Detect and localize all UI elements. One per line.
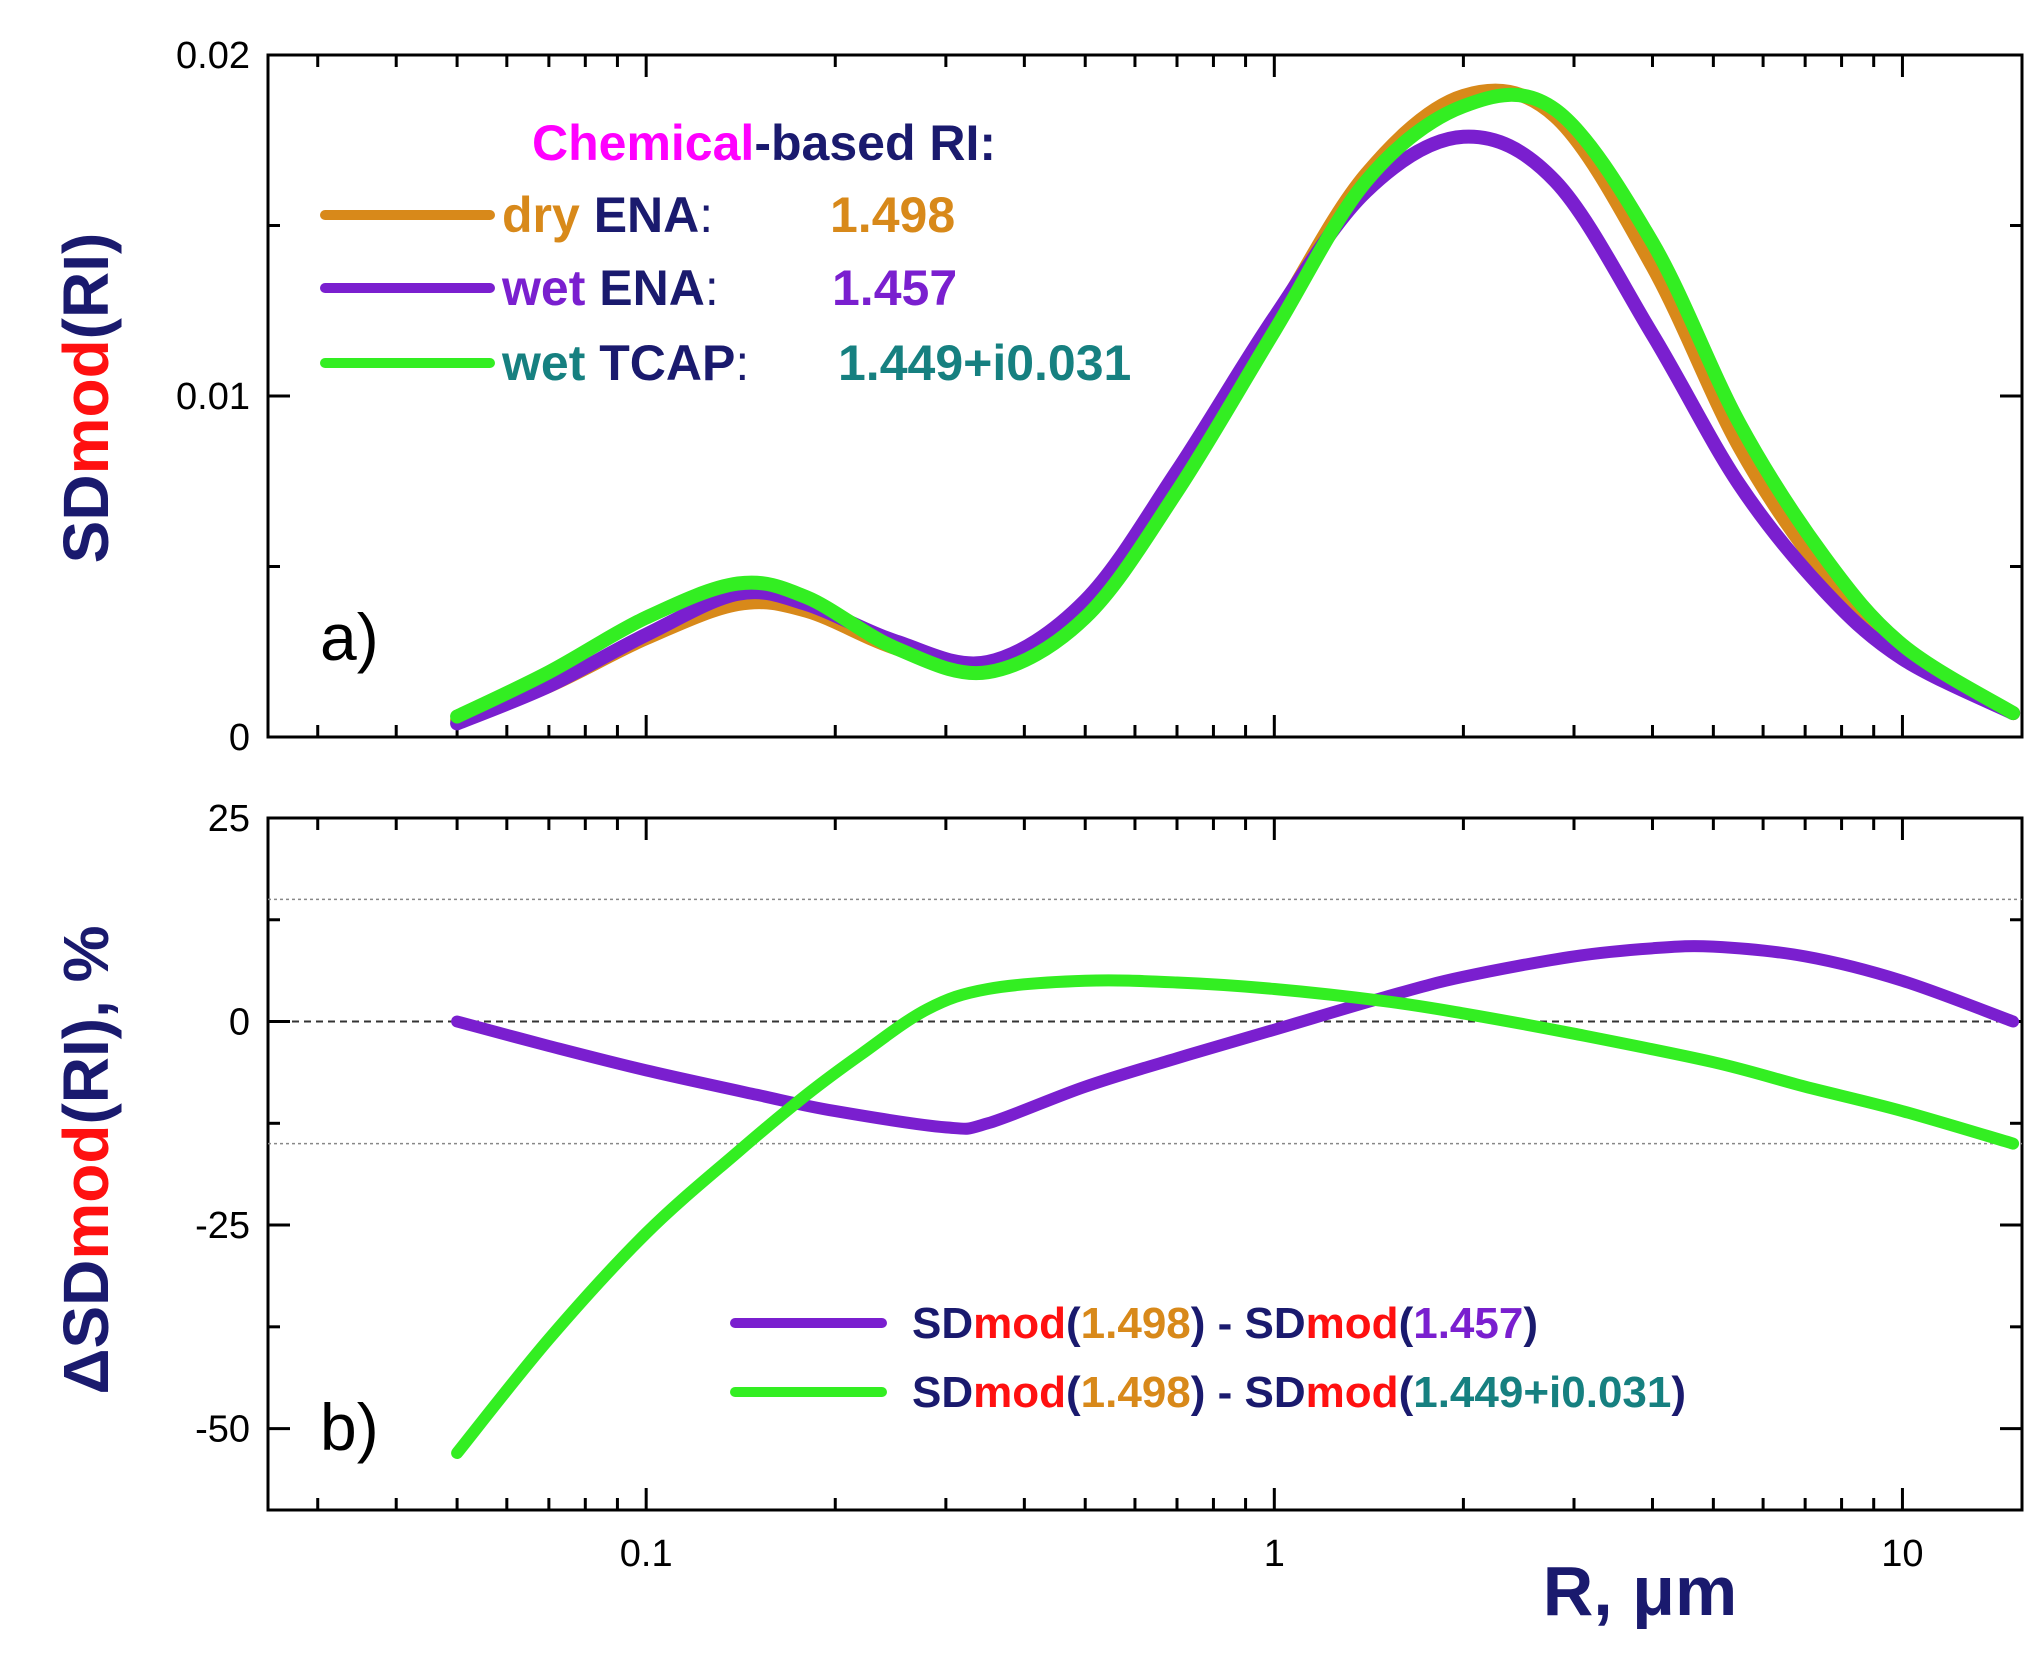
legend-a-0-source: ENA (580, 187, 699, 243)
lb0-open2: ( (1399, 1299, 1414, 1348)
panel-b-frame (266, 816, 2024, 1512)
lb1-sd1: SD (912, 1368, 973, 1417)
series-wet-ena (450, 129, 2021, 731)
legend-a-1-source: ENA (585, 260, 704, 316)
legend-a-1-colon: : (705, 260, 719, 316)
legend-a-value-dry-ena: 1.498 (830, 187, 955, 243)
legend-a-title-chemical: Chemical (532, 115, 754, 171)
legend-a-title: Chemical-based RI: (532, 115, 996, 171)
panel-a-legend: Chemical-based RI: dry ENA: 1.498 wet EN… (320, 115, 1131, 391)
ylabel-a-ri: (RI) (50, 233, 122, 340)
panel-a: 0 0.01 0.02 a) Chemical-based RI: dry ENA:… (50, 35, 2024, 759)
lb0-mid: ) - SD (1191, 1299, 1306, 1348)
lb1-mod2: mod (1306, 1368, 1399, 1417)
panel-b-ylabel: ΔSDmod(RI), % (50, 925, 122, 1394)
series-diff-wet-ena (451, 940, 2020, 1135)
panel-b-ticks: 0.1 1 10 25 0 -25 -50 (195, 798, 2022, 1575)
ylabel-b-mod: mod (50, 1125, 122, 1260)
series-diff-wet-tcap (451, 974, 2020, 1459)
y-tick-label: -25 (195, 1205, 250, 1247)
y-tick-label: 0 (229, 1002, 250, 1044)
legend-a-0-state: dry (502, 187, 580, 243)
legend-b-entry-green: SDmod(1.498) - SDmod(1.449+i0.031) (912, 1368, 1686, 1417)
legend-a-entry-dry-ena: dry ENA: (502, 187, 713, 243)
legend-a-2-source: TCAP (585, 335, 735, 391)
lb1-mid: ) - SD (1191, 1368, 1306, 1417)
legend-a-2-state: wet (501, 335, 586, 391)
y-tick-label: -50 (195, 1409, 250, 1451)
x-tick-label: 0.1 (620, 1533, 673, 1575)
panel-a-ylabel: SDmod(RI) (50, 233, 122, 564)
x-tick-label: 10 (1881, 1533, 1923, 1575)
panel-a-series (450, 83, 2021, 731)
lb0-val2: 1.457 (1413, 1299, 1523, 1348)
lb1-val1: 1.498 (1081, 1368, 1191, 1417)
lb0-mod2: mod (1306, 1299, 1399, 1348)
panel-b-legend: SDmod(1.498) - SDmod(1.457) SDmod(1.498)… (730, 1299, 1686, 1417)
series-wet-tcap (450, 87, 2021, 724)
panel-b-label: b) (320, 1390, 379, 1464)
x-tick-label: 1 (1264, 1533, 1285, 1575)
panel-a-label: a) (320, 600, 379, 674)
lb1-open1: ( (1066, 1368, 1081, 1417)
lb0-val1: 1.498 (1081, 1299, 1191, 1348)
panel-b-series (451, 940, 2020, 1459)
lb0-mod1: mod (973, 1299, 1066, 1348)
lb0-open1: ( (1066, 1299, 1081, 1348)
y-tick-label: 25 (208, 798, 250, 840)
ylabel-b-ri: (RI), % (50, 925, 122, 1124)
lb1-mod1: mod (973, 1368, 1066, 1417)
legend-a-entry-wet-tcap: wet TCAP: (501, 335, 749, 391)
legend-a-2-colon: : (735, 335, 749, 391)
y-tick-label: 0.02 (176, 35, 250, 77)
legend-a-entry-wet-ena: wet ENA: (501, 260, 719, 316)
x-axis-label: R, μm (1543, 1552, 1738, 1630)
lb1-val2: 1.449+i0.031 (1413, 1368, 1671, 1417)
y-tick-label: 0.01 (176, 376, 250, 418)
ylabel-a-sd: SD (50, 474, 122, 563)
lb1-open2: ( (1399, 1368, 1414, 1417)
lb0-close: ) (1523, 1299, 1538, 1348)
lb1-close: ) (1671, 1368, 1686, 1417)
panel-a-ticks: 0 0.01 0.02 (176, 35, 2022, 759)
y-tick-label: 0 (229, 717, 250, 759)
ylabel-b-dsd: ΔSD (50, 1260, 122, 1395)
legend-a-value-wet-tcap: 1.449+i0.031 (838, 335, 1131, 391)
legend-a-value-wet-ena: 1.457 (832, 260, 957, 316)
legend-a-0-colon: : (699, 187, 713, 243)
ylabel-a-mod: mod (50, 339, 122, 474)
legend-b-entry-purple: SDmod(1.498) - SDmod(1.457) (912, 1299, 1538, 1348)
panel-b-reference-lines (268, 898, 2022, 1145)
legend-a-1-state: wet (501, 260, 586, 316)
legend-a-title-rest: -based RI: (754, 115, 996, 171)
lb0-sd1: SD (912, 1299, 973, 1348)
